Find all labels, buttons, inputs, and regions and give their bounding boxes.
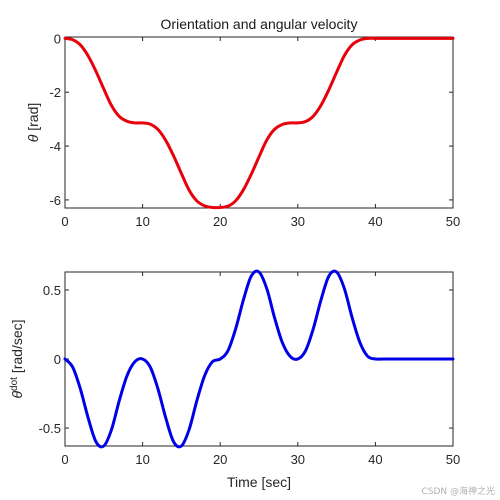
top-y-tick-label: 0 [54, 31, 61, 46]
watermark: CSDN @海神之光 [421, 485, 495, 497]
top-x-tick-label: 50 [446, 214, 460, 229]
bottom-x-tick-label: 0 [61, 452, 68, 467]
bottom-x-tick-label: 50 [446, 452, 460, 467]
bottom-subplot: 0 10 20 30 40 50 0.5 0 -0.5 θdot [rad/sec] Time… [9, 269, 460, 490]
top-chart-title: Orientation and angular velocity [161, 16, 358, 32]
top-x-tick-label: 10 [135, 214, 149, 229]
bottom-x-tick-label: 40 [368, 452, 382, 467]
top-y-axis-label-unit: [rad] [25, 103, 41, 135]
top-y-tick-label: -4 [49, 139, 61, 154]
bottom-x-axis-label: Time [sec] [227, 474, 291, 490]
top-y-tick-label: -6 [49, 193, 61, 208]
bottom-series [63, 269, 455, 449]
top-series-line [63, 36, 455, 210]
top-series [63, 36, 455, 210]
top-x-tick-label: 40 [368, 214, 382, 229]
top-x-tick-label: 0 [61, 214, 68, 229]
bottom-y-axis-label-superscript: dot [9, 377, 20, 391]
top-y-tick-label: -2 [49, 85, 61, 100]
bottom-x-tick-label: 30 [291, 452, 305, 467]
top-x-ticks: 0 10 20 30 40 50 [61, 37, 460, 229]
bottom-y-axis-label-symbol: θ [9, 391, 25, 399]
top-x-tick-label: 20 [213, 214, 227, 229]
bottom-x-ticks: 0 10 20 30 40 50 [61, 272, 460, 467]
bottom-y-tick-label: 0 [54, 352, 61, 367]
top-x-tick-label: 30 [291, 214, 305, 229]
top-y-axis-label-symbol: θ [25, 134, 41, 142]
bottom-y-ticks: 0.5 0 -0.5 [39, 283, 453, 436]
top-axes-box [64, 36, 454, 209]
bottom-x-tick-label: 20 [213, 452, 227, 467]
top-subplot: Orientation and angular velocity 0 10 20 30… [25, 16, 460, 229]
bottom-y-tick-label: -0.5 [39, 421, 61, 436]
bottom-x-tick-label: 10 [135, 452, 149, 467]
bottom-y-axis-label-unit: [rad/sec] [9, 319, 25, 377]
bottom-y-axis-label: θdot [rad/sec] [9, 319, 26, 398]
bottom-y-tick-label: 0.5 [43, 283, 61, 298]
top-y-axis-label: θ [rad] [25, 103, 41, 143]
bottom-series-line [63, 269, 455, 449]
